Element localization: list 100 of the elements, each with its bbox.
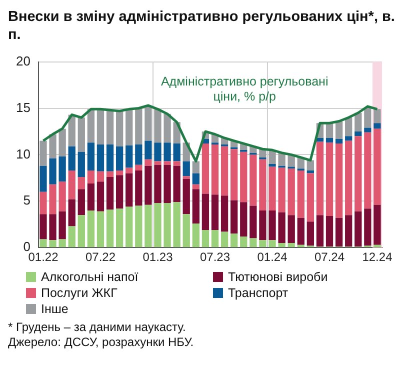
bar xyxy=(154,109,162,143)
bar xyxy=(335,218,343,247)
bar xyxy=(106,210,114,248)
bar xyxy=(68,226,76,248)
bar xyxy=(202,144,210,194)
bar xyxy=(164,203,171,248)
bar xyxy=(259,210,266,240)
bar xyxy=(211,194,219,230)
y-tick-label: 15 xyxy=(16,100,30,115)
bar xyxy=(49,240,56,248)
bar xyxy=(106,110,114,144)
bar xyxy=(240,202,248,236)
bar xyxy=(297,218,304,245)
legend-label: Інше xyxy=(41,302,68,316)
x-tick-label: 07.22 xyxy=(85,250,116,264)
bar xyxy=(202,230,210,248)
bar xyxy=(144,140,152,160)
bar xyxy=(40,239,47,248)
bar xyxy=(211,144,219,195)
bar xyxy=(126,206,133,248)
bar xyxy=(49,184,56,214)
bar xyxy=(278,212,286,243)
bar xyxy=(345,118,352,136)
legend-label: Алкогольні напої xyxy=(41,270,138,284)
bar xyxy=(230,149,238,200)
bar xyxy=(58,239,66,248)
bar xyxy=(135,164,142,170)
bar xyxy=(96,182,104,212)
bar xyxy=(164,161,171,165)
bar xyxy=(268,240,276,248)
bar xyxy=(40,214,47,240)
text: * Грудень – за даними наукасту. xyxy=(8,320,187,335)
bar xyxy=(154,161,162,165)
bar xyxy=(126,109,133,146)
x-tick-label: 01.23 xyxy=(142,250,174,264)
bar xyxy=(116,146,124,170)
bar xyxy=(49,158,56,184)
bar xyxy=(154,142,162,162)
bar xyxy=(306,160,314,170)
bar xyxy=(259,159,266,210)
bar xyxy=(220,146,228,196)
bar xyxy=(173,161,180,166)
bar xyxy=(68,199,76,226)
bar xyxy=(288,242,295,248)
bar xyxy=(116,208,124,248)
bar xyxy=(135,108,142,144)
bar xyxy=(96,171,104,182)
bar xyxy=(135,206,142,248)
bar xyxy=(126,168,133,174)
bar xyxy=(87,184,95,210)
bar xyxy=(135,170,142,206)
bar xyxy=(326,216,334,247)
bar xyxy=(220,232,228,248)
bar xyxy=(126,173,133,207)
bar xyxy=(364,128,372,132)
bar xyxy=(288,168,295,216)
bar xyxy=(96,109,104,144)
bar xyxy=(58,128,66,157)
bar xyxy=(49,134,56,158)
bar xyxy=(354,131,362,136)
bar xyxy=(116,170,124,176)
bar xyxy=(192,184,200,190)
bar xyxy=(192,189,200,224)
bar xyxy=(240,236,248,248)
bar xyxy=(182,178,190,214)
bar xyxy=(182,214,190,248)
bar xyxy=(78,118,85,152)
bar xyxy=(116,175,124,209)
bar xyxy=(230,200,238,234)
bar xyxy=(58,182,66,212)
y-tick-label: 20 xyxy=(16,53,30,68)
x-tick-label: 12.24 xyxy=(362,250,393,264)
bar xyxy=(192,173,200,184)
bar xyxy=(335,138,343,144)
chart-title: Внески в зміну адміністративно регульованих цін*, в. п. xyxy=(8,8,396,44)
bar xyxy=(40,140,47,166)
bar xyxy=(306,170,314,174)
bar xyxy=(250,206,257,238)
bar xyxy=(374,128,381,205)
bar xyxy=(126,145,133,168)
bar xyxy=(87,142,95,170)
bar xyxy=(144,105,152,141)
legend-label: Транспорт xyxy=(228,286,288,300)
bar xyxy=(250,238,257,248)
bar xyxy=(374,109,381,124)
bar xyxy=(316,142,324,216)
bar xyxy=(268,210,276,240)
bar xyxy=(106,144,114,172)
bar xyxy=(259,240,266,248)
bar xyxy=(306,173,314,222)
bar xyxy=(297,170,304,218)
bar xyxy=(354,211,362,247)
bar xyxy=(306,222,314,246)
bar xyxy=(154,164,162,204)
bar xyxy=(106,171,114,177)
bar xyxy=(364,208,372,246)
y-tick-label: 0 xyxy=(23,239,30,254)
bar xyxy=(164,164,171,204)
bar xyxy=(268,164,276,167)
bar xyxy=(345,136,352,141)
